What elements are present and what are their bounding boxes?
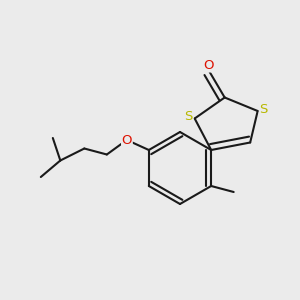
Text: S: S: [184, 110, 193, 124]
Text: S: S: [260, 103, 268, 116]
Text: O: O: [122, 134, 132, 148]
Text: O: O: [203, 59, 213, 72]
